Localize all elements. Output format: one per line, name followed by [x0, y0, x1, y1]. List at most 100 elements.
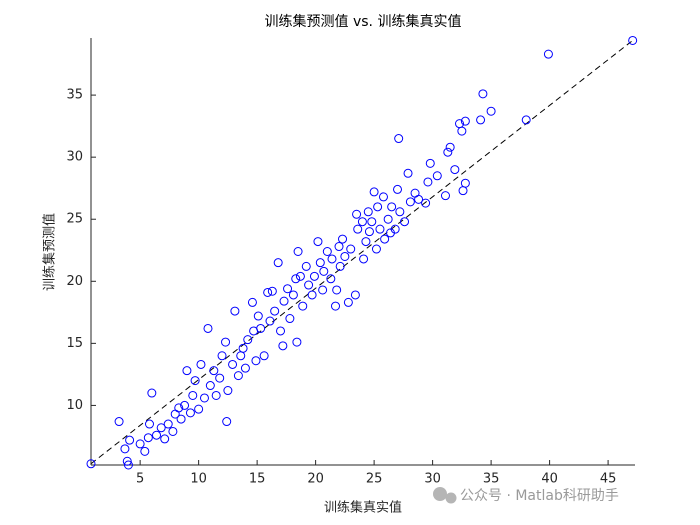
x-tick-label: 35 [483, 472, 500, 487]
scatter-point [380, 234, 390, 244]
scatter-point [346, 244, 356, 254]
scatter-point [152, 430, 162, 440]
y-tick-label: 25 [66, 212, 83, 227]
x-tick-label: 15 [249, 472, 266, 487]
scatter-point [331, 301, 341, 311]
x-tick-label: 5 [136, 472, 144, 487]
scatter-point [196, 359, 206, 369]
scatter-point [185, 408, 195, 418]
scatter-point [160, 434, 170, 444]
scatter-point [293, 247, 303, 256]
scatter-point [253, 311, 263, 321]
scatter-point [211, 390, 221, 400]
scatter-point [247, 297, 257, 307]
scatter-point [334, 242, 344, 252]
scatter-point [267, 286, 277, 296]
scatter-point [315, 258, 325, 268]
scatter-point [367, 217, 377, 227]
scatter-point [209, 366, 219, 376]
scatter-point [443, 147, 453, 157]
scatter-point [180, 400, 190, 410]
scatter-point [313, 237, 323, 247]
scatter-point [400, 217, 410, 227]
scatter-point [176, 414, 186, 424]
scatter-point [265, 316, 275, 326]
scatter-point [86, 459, 96, 469]
scatter-point [378, 192, 388, 202]
scatter-point [298, 301, 308, 311]
scatter-point [199, 393, 209, 403]
scatter-point [390, 224, 400, 234]
scatter-point [223, 386, 233, 396]
scatter-point [405, 197, 415, 207]
scatter-point [301, 261, 311, 271]
scatter-point [243, 335, 253, 345]
scatter-point [371, 244, 381, 254]
scatter-point [445, 142, 455, 152]
scatter-point [276, 326, 286, 336]
scatter-point [460, 178, 470, 188]
scatter-point [222, 417, 232, 427]
scatter-point [322, 247, 332, 256]
x-axis-label: 训练集真实值 [324, 500, 402, 516]
scatter-point [478, 89, 488, 99]
scatter-point [203, 323, 213, 333]
scatter-point [357, 217, 367, 227]
scatter-point [238, 343, 248, 353]
scatter-point [221, 337, 231, 347]
scatter-point [373, 202, 383, 212]
scatter-point [432, 171, 442, 181]
scatter-point [135, 439, 145, 449]
scatter-point [217, 351, 227, 361]
y-tick-label: 15 [66, 336, 83, 351]
scatter-point [425, 158, 435, 168]
scatter-point [236, 351, 246, 361]
scatter-point [403, 168, 413, 178]
scatter-point [122, 456, 132, 466]
scatter-point [163, 419, 173, 429]
scatter-point [423, 177, 433, 187]
scatter-point [270, 306, 280, 316]
scatter-point [114, 417, 124, 427]
scatter-point [450, 165, 460, 175]
scatter-point [292, 337, 302, 347]
scatter-point [326, 274, 336, 284]
reference-line [90, 40, 633, 465]
scatter-point [343, 297, 353, 307]
scatter-point [307, 290, 317, 300]
scatter-point [291, 274, 301, 284]
scatter-point [259, 351, 269, 361]
scatter-point [369, 187, 379, 197]
scatter-point [318, 285, 328, 295]
x-tick-label: 20 [307, 472, 324, 487]
scatter-point [486, 106, 496, 116]
scatter-point [233, 371, 243, 381]
scatter-point [458, 186, 468, 196]
scatter-point [190, 376, 200, 386]
scatter-point [319, 266, 329, 276]
scatter-point [395, 207, 405, 217]
y-tick-label: 10 [66, 398, 83, 413]
watermark-icon [433, 487, 457, 504]
scatter-point [156, 423, 166, 433]
scatter-point [410, 188, 420, 198]
chart-title: 训练集预测值 vs. 训练集真实值 [265, 13, 462, 30]
scatter-point [230, 306, 240, 316]
y-tick-label: 20 [66, 274, 83, 289]
scatter-point [340, 251, 350, 261]
scatter-point [628, 35, 638, 45]
x-tick-label: 10 [190, 472, 207, 487]
scatter-point [457, 126, 467, 136]
scatter-point [288, 290, 298, 300]
scatter-point [144, 419, 154, 429]
scatter-point [263, 287, 273, 297]
x-tick-label: 30 [424, 472, 441, 487]
scatter-point [143, 433, 153, 443]
scatter-point [361, 237, 371, 247]
scatter-point [543, 49, 553, 59]
scatter-point [335, 261, 345, 271]
scatter-point [393, 184, 403, 194]
scatter-point [353, 224, 363, 234]
x-tick-label: 40 [541, 472, 558, 487]
scatter-point [327, 254, 337, 264]
